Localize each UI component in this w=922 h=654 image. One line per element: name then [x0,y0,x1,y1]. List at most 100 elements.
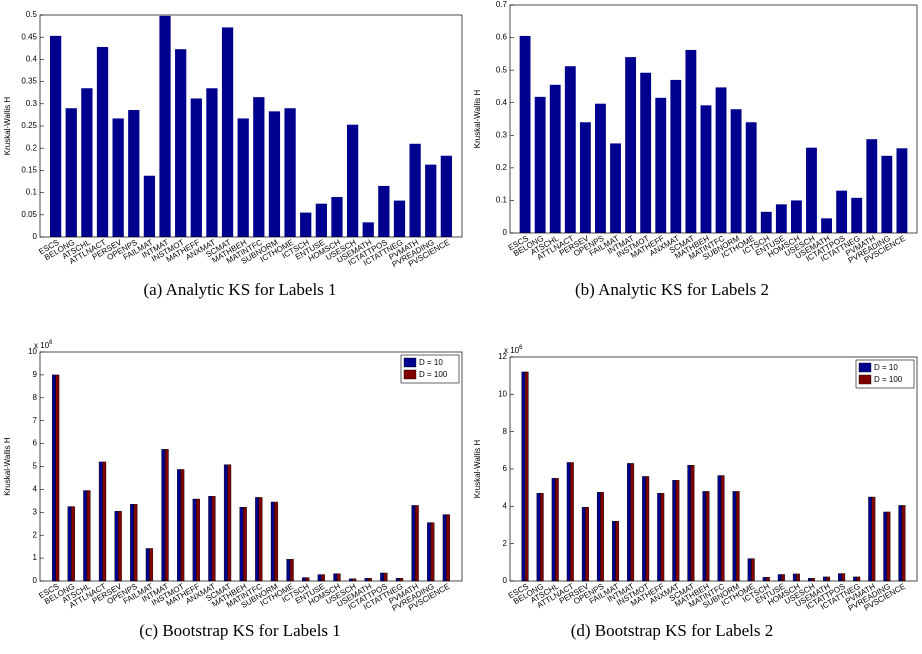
caption: (b) Analytic KS for Labels 2 [575,280,769,299]
bar [596,492,601,582]
bar [253,97,265,237]
bar [539,493,544,582]
bar [145,548,150,582]
multiplier-exp: 6 [49,340,53,346]
multiplier-base: x 10 [34,341,50,350]
bar [705,491,710,582]
bar [717,475,722,582]
bar [745,122,757,233]
legend-label: D = 100 [874,375,903,384]
bar [383,572,388,582]
bar [302,577,306,582]
bar [102,461,107,582]
bar [255,497,260,582]
bar [86,490,91,582]
bar [331,197,343,237]
bar [871,496,876,582]
bar [881,155,893,233]
bar [645,476,650,582]
bar [177,469,181,582]
bar [346,124,359,237]
bar [555,478,559,582]
bar [612,521,616,582]
y-tick-label: 0.2 [26,143,38,152]
bar [98,461,103,582]
bar [268,111,281,237]
bar [190,98,202,237]
bar [440,155,452,237]
caption: (d) Bootstrap KS for Labels 2 [571,621,774,640]
bar [886,511,891,582]
bar [305,577,310,582]
axes-box [39,351,463,582]
bar [898,505,903,582]
y-tick-label: 0 [33,576,38,585]
bar [239,507,244,582]
bar [192,498,197,582]
y-multiplier: x 106 [34,340,53,351]
bar [284,108,296,238]
bar [51,374,56,582]
bar [411,505,416,582]
bar [655,97,667,233]
bar [851,197,863,233]
bar [627,463,631,582]
bar [368,578,372,582]
bar [380,572,385,582]
bar [715,87,727,233]
bar [687,465,692,582]
bar [270,501,275,582]
bar [143,175,156,237]
bar [223,464,228,582]
bar [112,118,124,237]
caption: (c) Bootstrap KS for Labels 1 [139,621,341,640]
legend-label: D = 10 [419,358,443,367]
bar [856,576,861,582]
bar [735,491,740,582]
y-tick-label: 0.1 [496,196,508,205]
bar [777,574,782,582]
bar [300,212,312,237]
bar [159,15,171,237]
legend-swatch [403,369,417,380]
bar [685,49,697,233]
bar [660,493,665,582]
bar [702,491,707,582]
bar [836,190,848,233]
y-tick-label: 6 [503,464,508,473]
bar [821,218,832,233]
y-tick-label: 0.25 [21,121,37,130]
bar [630,463,635,582]
bar [409,143,421,237]
legend-label: D = 100 [419,370,448,379]
bar [732,491,737,582]
bar [781,574,785,582]
bar [581,507,586,582]
bar [670,79,682,234]
bar [595,103,606,233]
bar [71,506,75,582]
bar [521,371,526,582]
multiplier-exp: 6 [519,345,523,351]
bar [114,510,119,582]
y-tick-label: 0.1 [26,188,38,197]
y-tick-label: 0 [503,576,508,585]
bar [164,449,169,582]
bar [551,478,556,582]
caption: (a) Analytic KS for Labels 1 [143,280,336,299]
bar [446,514,451,582]
bar [642,476,646,582]
axes-box [509,356,918,582]
bar [615,521,620,582]
bar [536,493,541,582]
bar [579,122,591,233]
y-tick-label: 0.3 [496,130,508,139]
y-tick-label: 0.35 [21,77,37,86]
bar [196,498,200,582]
y-tick-label: 0 [33,232,38,241]
bar [866,139,878,233]
bar [211,496,216,582]
multiplier-base: x 10 [504,346,520,355]
axes-box [509,4,918,234]
